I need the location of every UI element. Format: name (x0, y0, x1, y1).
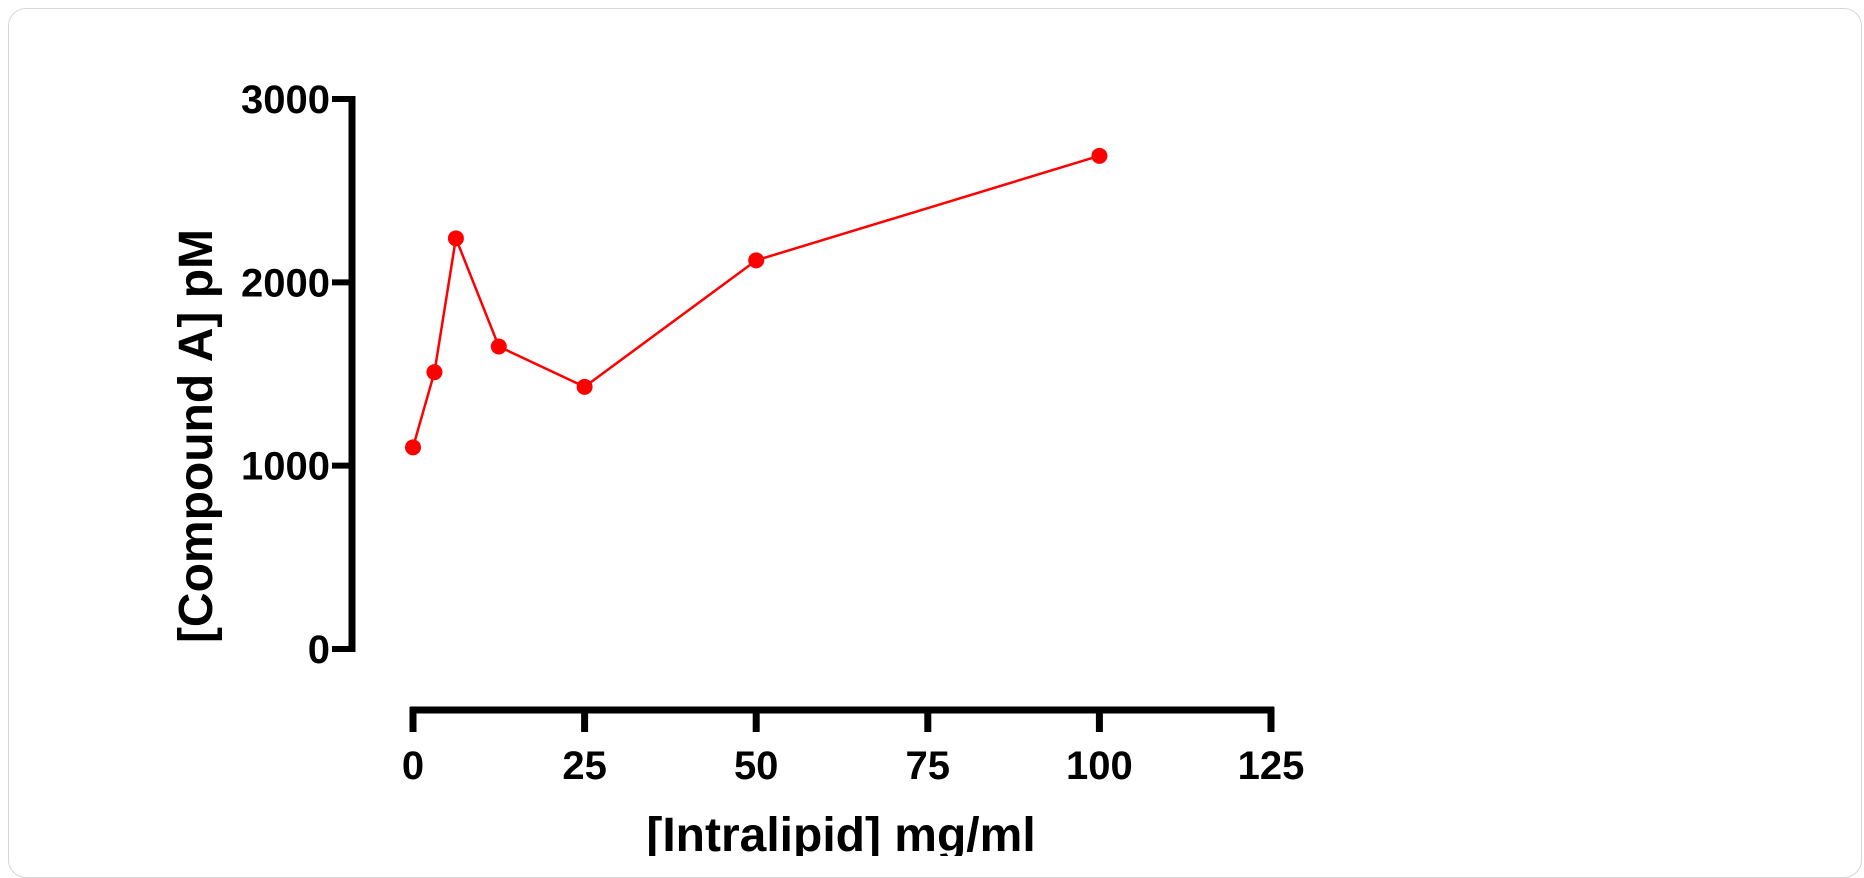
y-tick-label-3000: 3000 (241, 78, 330, 122)
x-axis-title: [Intralipid] mg/ml (646, 809, 1035, 856)
y-axis-title: [Compound A] pM (170, 229, 223, 643)
series-0-point-1 (426, 364, 443, 381)
y-axis: 0 1000 2000 3000 (241, 78, 356, 672)
x-tick-label-0: 0 (402, 744, 424, 788)
series-0-point-6 (1091, 147, 1108, 164)
y-tick-label-1000: 1000 (241, 445, 330, 489)
x-tick-label-100: 100 (1066, 744, 1133, 788)
x-tick-label-75: 75 (906, 744, 951, 788)
chart-frame: 0 1000 2000 3000 0 25 50 75 100 125 [Intralipid]… (8, 8, 1862, 878)
x-tick-label-25: 25 (562, 744, 607, 788)
x-tick-label-50: 50 (734, 744, 779, 788)
series-0-point-0 (405, 439, 421, 456)
series-0-point-4 (576, 378, 593, 395)
series-0-point-3 (490, 338, 507, 355)
x-axis: 0 25 50 75 100 125 (402, 706, 1305, 788)
series-0-point-5 (748, 252, 765, 269)
series-layer (405, 147, 1108, 456)
series-0-line (411, 154, 1100, 448)
chart: 0 1000 2000 3000 0 25 50 75 100 125 [Intralipid]… (170, 78, 1305, 856)
y-tick-label-2000: 2000 (241, 261, 330, 305)
series-0-point-2 (447, 230, 464, 247)
y-tick-label-0: 0 (308, 628, 330, 672)
x-tick-label-125: 125 (1238, 744, 1305, 788)
